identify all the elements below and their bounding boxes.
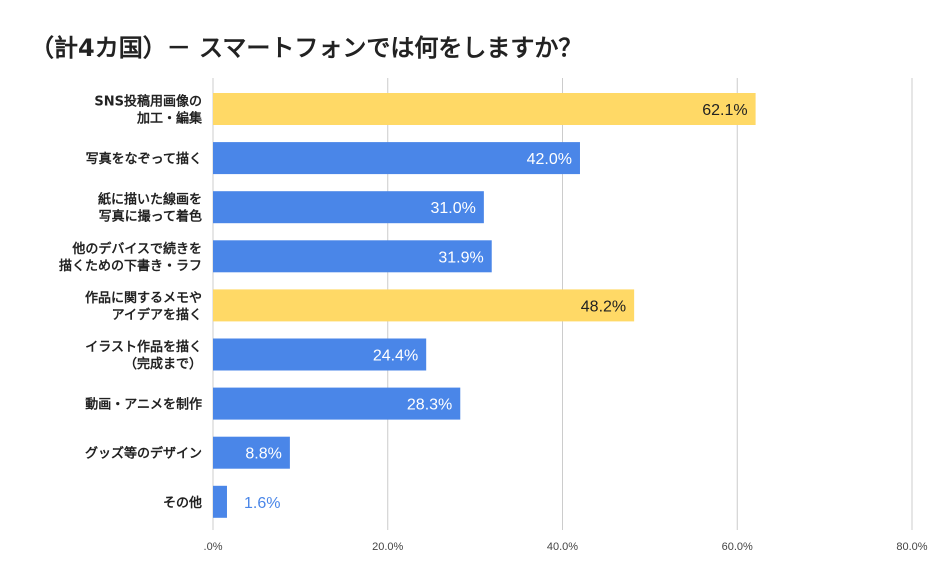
bar xyxy=(213,485,227,518)
value-labels: 62.1% 42.0% 31.0% 31.9% 48.2% 24.4% 28.3% 8.8% 1… xyxy=(244,102,748,512)
category-label: 他のデバイスで続きを描くための下書き・ラフ xyxy=(59,241,202,274)
bar xyxy=(213,436,290,469)
category-label: SNS投稿用画像の加工・編集 xyxy=(94,94,203,127)
value-label: 8.8% xyxy=(245,446,281,463)
category-label: その他 xyxy=(163,495,202,511)
category-label: 作品に関するメモやアイデアを描く xyxy=(85,290,202,323)
category-labels: SNS投稿用画像の加工・編集写真をなぞって描く紙に描いた線画を写真に撮って着色他… xyxy=(59,94,203,511)
value-label: 24.4% xyxy=(373,348,418,365)
value-label: 31.0% xyxy=(430,200,475,217)
bar xyxy=(213,191,484,224)
bars xyxy=(213,93,756,518)
value-label: 28.3% xyxy=(407,397,452,414)
chart-title: （計4カ国）－ スマートフォンでは何をしますか？ xyxy=(30,34,583,62)
category-label: イラスト作品を描く（完成まで） xyxy=(85,339,202,372)
bar xyxy=(213,387,461,420)
category-label: グッズ等のデザイン xyxy=(85,446,202,462)
bar xyxy=(213,93,756,125)
value-label: 62.1% xyxy=(702,102,747,119)
category-label: 写真をなぞって描く xyxy=(86,151,202,167)
x-axis-ticks: .0% 20.0% 40.0% 60.0% 80.0% xyxy=(204,541,928,553)
x-tick-label: 60.0% xyxy=(722,541,753,553)
value-label: 1.6% xyxy=(244,495,280,512)
category-label: 紙に描いた線画を写真に撮って着色 xyxy=(98,192,202,225)
x-tick-label: 20.0% xyxy=(372,541,403,553)
bar xyxy=(213,289,635,322)
value-label: 48.2% xyxy=(581,298,626,315)
bar xyxy=(213,142,580,175)
bar xyxy=(213,240,492,273)
bar xyxy=(213,338,427,371)
x-tick-label: 80.0% xyxy=(896,541,927,553)
x-tick-label: 40.0% xyxy=(547,541,578,553)
category-label: 動画・アニメを制作 xyxy=(85,397,202,413)
value-label: 31.9% xyxy=(438,249,483,266)
x-tick-label: .0% xyxy=(204,541,223,553)
value-label: 42.0% xyxy=(527,151,572,168)
